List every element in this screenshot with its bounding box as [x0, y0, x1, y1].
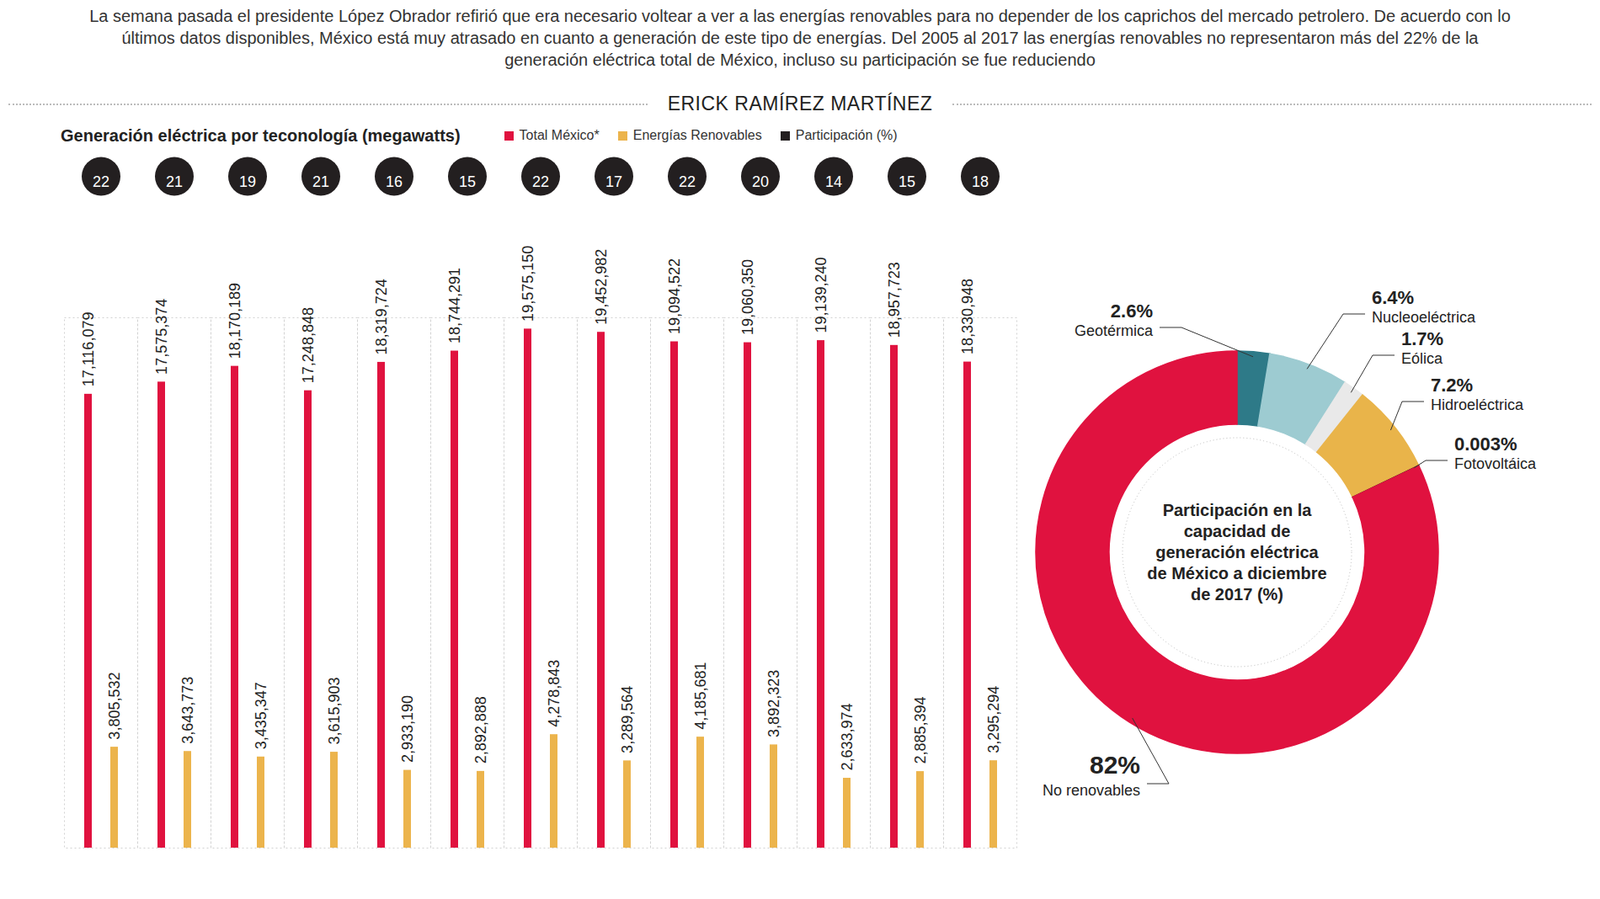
svg-text:18,170,189: 18,170,189: [226, 282, 244, 359]
svg-text:19,060,350: 19,060,350: [739, 259, 757, 336]
html-text:Energías Renovables: Energías Renovables: [633, 128, 762, 143]
svg-text:17,575,374: 17,575,374: [153, 298, 171, 375]
svg-text:14: 14: [825, 173, 843, 191]
svg-text:3,892,323: 3,892,323: [765, 670, 783, 738]
svg-text:0.003%: 0.003%: [1454, 433, 1518, 455]
svg-text:Participación en lacapacidad d: Participación en lacapacidad degeneració…: [1146, 501, 1327, 604]
svg-text:22: 22: [532, 173, 550, 191]
svg-text:3,643,773: 3,643,773: [179, 677, 197, 745]
svg-text:Nucleoeléctrica: Nucleoeléctrica: [1371, 309, 1477, 326]
svg-text:1.7%: 1.7%: [1401, 328, 1444, 350]
svg-text:2,933,190: 2,933,190: [399, 695, 416, 763]
svg-text:Hidroeléctrica: Hidroeléctrica: [1430, 396, 1525, 414]
svg-text:6.4%: 6.4%: [1371, 287, 1414, 309]
html-text:Total México*: Total México*: [519, 128, 600, 143]
svg-text:21: 21: [165, 173, 183, 191]
html-text:Generación eléctrica por tecon: Generación eléctrica por teconología (me…: [60, 125, 461, 145]
svg-text:3,805,532: 3,805,532: [106, 672, 123, 741]
svg-text:4,278,843: 4,278,843: [545, 660, 563, 728]
html-text:ERICK RAMÍREZ MARTÍNEZ: ERICK RAMÍREZ MARTÍNEZ: [667, 92, 933, 115]
svg-text:20: 20: [752, 173, 769, 191]
svg-text:19,139,240: 19,139,240: [812, 257, 830, 334]
svg-text:2,892,888: 2,892,888: [472, 696, 490, 764]
svg-text:21: 21: [312, 173, 330, 191]
svg-text:18,957,723: 18,957,723: [885, 261, 903, 338]
svg-text:82%: 82%: [1089, 751, 1141, 779]
svg-text:18: 18: [971, 173, 989, 191]
html-text:La semana pasada el presidente: La semana pasada el presidente López Obr…: [89, 6, 1511, 70]
svg-text:Fotovoltáica: Fotovoltáica: [1454, 455, 1537, 473]
svg-text:18,744,291: 18,744,291: [446, 267, 464, 344]
svg-text:19,094,522: 19,094,522: [666, 258, 683, 335]
svg-text:3,435,347: 3,435,347: [252, 682, 270, 750]
svg-text:16: 16: [385, 173, 403, 191]
svg-text:15: 15: [898, 173, 916, 191]
svg-text:17: 17: [605, 173, 623, 191]
svg-text:19: 19: [239, 173, 256, 191]
svg-text:3,295,294: 3,295,294: [985, 686, 1003, 754]
svg-text:2,885,394: 2,885,394: [912, 697, 929, 765]
svg-text:2,633,974: 2,633,974: [838, 703, 856, 771]
svg-text:22: 22: [92, 173, 110, 191]
svg-text:2.6%: 2.6%: [1110, 300, 1153, 322]
svg-text:22: 22: [678, 173, 696, 191]
svg-text:18,330,948: 18,330,948: [959, 278, 976, 355]
svg-text:No renovables: No renovables: [1042, 782, 1141, 800]
svg-text:15: 15: [458, 173, 476, 191]
svg-text:17,248,848: 17,248,848: [299, 307, 317, 384]
svg-text:Geotérmica: Geotérmica: [1074, 322, 1154, 340]
svg-text:19,575,150: 19,575,150: [519, 245, 537, 322]
html-text:Participación (%): Participación (%): [795, 128, 898, 143]
svg-text:7.2%: 7.2%: [1430, 374, 1473, 396]
svg-text:Eólica: Eólica: [1401, 350, 1444, 368]
svg-text:17,116,079: 17,116,079: [80, 312, 97, 388]
svg-text:3,289,564: 3,289,564: [618, 686, 636, 754]
svg-text:3,615,903: 3,615,903: [325, 677, 343, 746]
svg-text:18,319,724: 18,319,724: [373, 278, 390, 355]
svg-text:4,185,681: 4,185,681: [692, 662, 710, 731]
svg-text:19,452,982: 19,452,982: [592, 249, 610, 326]
